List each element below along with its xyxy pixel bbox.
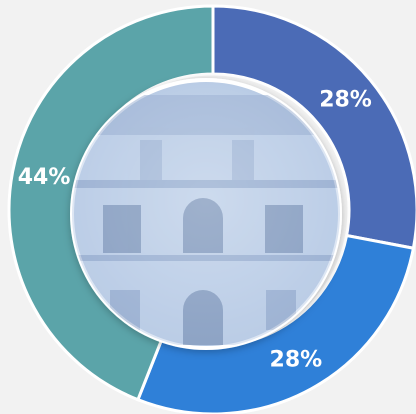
value-label: 44%	[18, 165, 71, 190]
value-label: 28%	[270, 348, 323, 373]
donut-segment	[211, 4, 416, 250]
value-label: 28%	[319, 87, 372, 112]
center-photo	[70, 78, 342, 350]
donut-segments	[7, 4, 416, 414]
donut-segment	[135, 233, 416, 414]
value-labels: 28% 28% 44%	[18, 87, 372, 372]
